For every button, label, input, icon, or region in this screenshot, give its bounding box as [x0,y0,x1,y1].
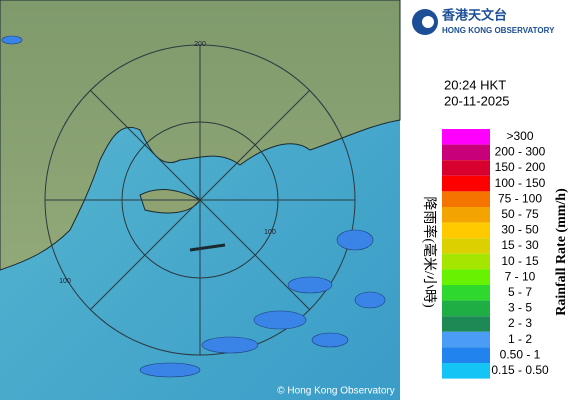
legend-label: 7 - 10 [505,269,536,283]
legend-swatch [442,331,490,348]
legend-label: 0.50 - 1 [500,347,541,361]
rain-echo [1,35,23,45]
legend-swatch [442,160,490,176]
legend-label: 3 - 5 [508,301,532,315]
ring-label: 100 [59,278,71,285]
legend-label: 1 - 2 [508,332,532,346]
legend-label: 100 - 150 [495,176,546,190]
legend-label: >300 [506,129,533,143]
rain-echo [336,229,374,251]
logo-chinese: 香港天文台 [441,7,507,22]
legend-label: 0.15 - 0.50 [491,363,549,377]
date: 20-11-2025 [444,93,510,108]
rain-echoes [1,35,386,378]
legend-swatch [442,144,490,161]
legend-label: 75 - 100 [498,191,542,205]
legend-swatch [442,129,490,145]
legend-title-english: Rainfall Rate (mm/h) [554,188,569,316]
legend-label: 200 - 300 [495,145,546,159]
legend-label: 15 - 30 [501,238,539,252]
legend-swatch [442,285,490,301]
legend-swatch [442,269,490,285]
legend-title-chinese: 降雨率(毫米/小時) [421,196,438,308]
time: 20:24 HKT [444,77,506,92]
legend-label: 2 - 3 [508,316,532,330]
rain-echo [287,276,333,294]
rain-echo [354,291,386,309]
ring-label: 100 [264,229,276,236]
legend-label: 150 - 200 [495,160,546,174]
rain-echo [253,310,307,330]
copyright: © Hong Kong Observatory [277,386,394,397]
legend-swatch [442,300,490,317]
legend-swatch [442,363,490,379]
legend-swatch [442,191,490,207]
range-line [89,89,311,311]
legend-swatch [442,222,490,239]
legend-label: 30 - 50 [501,223,539,237]
legend-label: 50 - 75 [501,207,539,221]
island [189,243,226,252]
logo-mark [422,16,434,28]
logo-english: HONG KONG OBSERVATORY [442,26,555,35]
legend-label: 10 - 15 [501,254,539,268]
legend-swatch [442,347,490,363]
ring-label: 200 [194,41,206,48]
range-rings [44,44,356,356]
legend-label: 5 - 7 [508,285,532,299]
rain-echo [311,332,349,348]
legend-swatch [442,316,490,332]
legend-swatch [442,175,490,192]
legend-swatch [442,253,490,270]
rain-echo [201,336,259,354]
rain-echo [139,362,201,378]
logo: 香港天文台 HONG KONG OBSERVATORY [412,7,555,35]
legend-swatch [442,207,490,223]
legend-swatch [442,238,490,254]
